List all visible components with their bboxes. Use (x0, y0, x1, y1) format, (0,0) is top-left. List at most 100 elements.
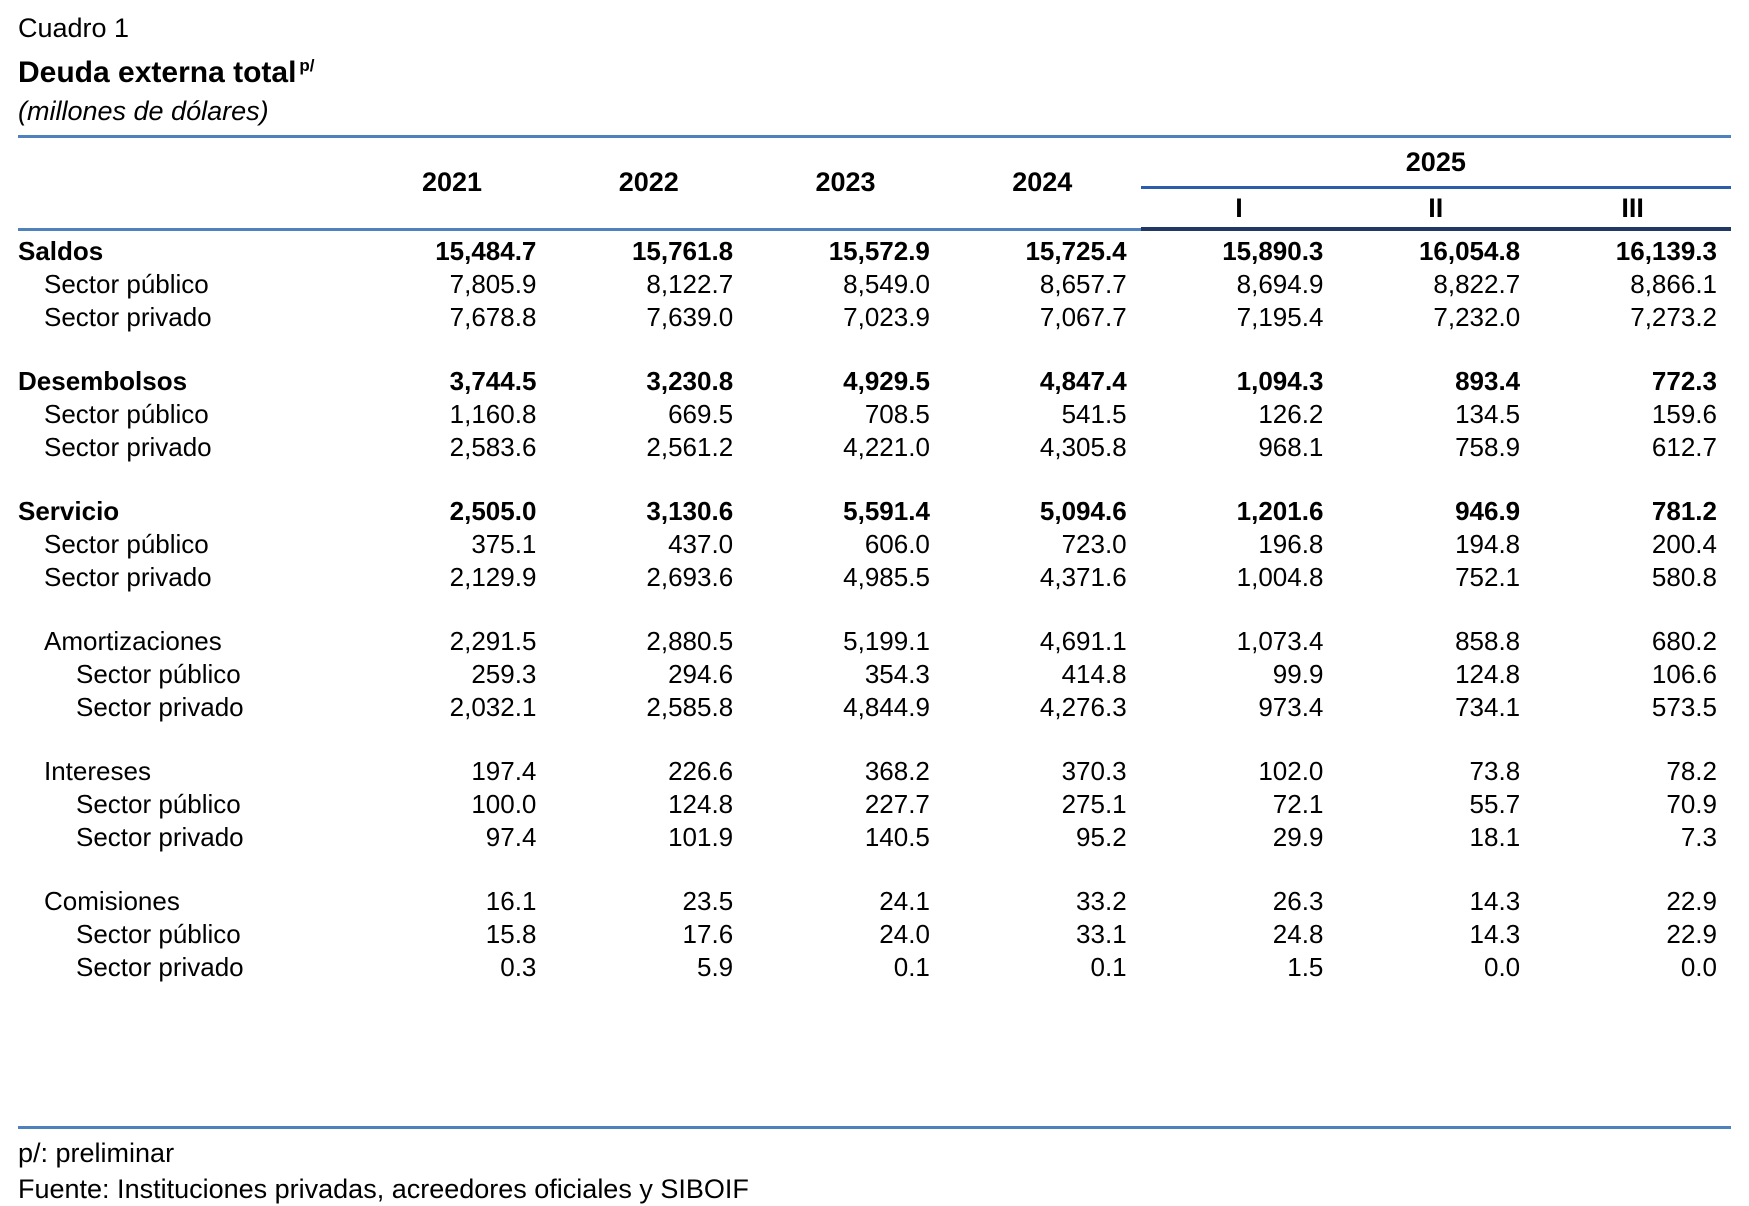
row-label: Sector público (44, 399, 209, 429)
table-row: Sector público 1,160.8 669.5 708.5 541.5… (18, 398, 1731, 431)
spacer-cell (18, 594, 1731, 625)
row-label: Sector privado (44, 562, 212, 592)
value-cell: 4,847.4 (1039, 366, 1127, 396)
value-cell: 15,725.4 (1025, 235, 1127, 266)
table-row: Comisiones 16.1 23.5 24.1 33.2 26.3 14.3… (18, 885, 1731, 918)
value-cell: 106.6 (1651, 659, 1717, 689)
row-label: Sector público (76, 789, 241, 819)
title-block: Cuadro 1 Deuda externa total p/ (millones… (18, 10, 1731, 129)
value-cell: 95.2 (1076, 822, 1127, 852)
value-cell: 0.1 (1090, 952, 1127, 982)
value-cell: 99.9 (1272, 659, 1324, 689)
value-cell: 758.9 (1455, 432, 1521, 462)
column-header-q2: II (1337, 187, 1535, 232)
bottom-divider (18, 1126, 1731, 1129)
value-cell: 16.1 (485, 886, 537, 916)
spacer-row (18, 594, 1731, 625)
value-cell: 7,195.4 (1236, 302, 1324, 332)
table-row: Sector privado 0.3 5.9 0.1 0.1 1.5 0.0 0… (18, 951, 1731, 984)
table-row: Sector público 259.3 294.6 354.3 414.8 9… (18, 658, 1731, 691)
value-cell: 4,305.8 (1039, 432, 1127, 462)
value-cell: 200.4 (1651, 529, 1717, 559)
value-cell: 680.2 (1651, 626, 1717, 656)
value-cell: 541.5 (1061, 399, 1127, 429)
value-cell: 772.3 (1651, 366, 1717, 396)
value-cell: 752.1 (1455, 562, 1521, 592)
value-cell: 368.2 (864, 756, 930, 786)
row-label: Sector privado (44, 302, 212, 332)
value-cell: 2,291.5 (449, 626, 537, 656)
spacer-cell (18, 724, 1731, 755)
value-cell: 2,505.0 (449, 496, 537, 526)
value-cell: 7,023.9 (843, 302, 930, 332)
value-cell: 15.8 (485, 919, 537, 949)
value-cell: 18.1 (1469, 822, 1521, 852)
value-cell: 197.4 (471, 756, 537, 786)
row-label: Comisiones (44, 886, 180, 916)
row-label: Sector público (76, 919, 241, 949)
value-cell: 14.3 (1469, 886, 1521, 916)
table-body: Saldos 15,484.7 15,761.8 15,572.9 15,725… (18, 229, 1731, 984)
value-cell: 16,054.8 (1418, 236, 1521, 266)
value-cell: 33.1 (1076, 919, 1127, 949)
value-cell: 4,929.5 (843, 366, 930, 396)
value-cell: 370.3 (1061, 756, 1127, 786)
value-cell: 573.5 (1651, 692, 1717, 722)
corner-cell (18, 138, 354, 231)
value-cell: 102.0 (1258, 756, 1324, 786)
value-cell: 375.1 (471, 529, 537, 559)
value-cell: 2,032.1 (449, 692, 537, 722)
value-cell: 100.0 (471, 789, 537, 819)
row-label: Sector público (44, 529, 209, 559)
value-cell: 294.6 (668, 659, 734, 689)
value-cell: 2,880.5 (646, 626, 734, 656)
column-header-2021: 2021 (353, 138, 551, 231)
value-cell: 126.2 (1258, 399, 1324, 429)
table-row: Sector público 100.0 124.8 227.7 275.1 7… (18, 788, 1731, 821)
value-cell: 24.8 (1272, 919, 1324, 949)
value-cell: 8,694.9 (1236, 269, 1324, 299)
value-cell: 1,201.6 (1236, 496, 1324, 526)
value-cell: 101.9 (668, 822, 734, 852)
spacer-cell (18, 334, 1731, 365)
value-cell: 2,693.6 (646, 562, 734, 592)
row-label: Sector público (44, 269, 209, 299)
row-label: Intereses (44, 756, 151, 786)
table-row: Sector privado 2,129.9 2,693.6 4,985.5 4… (18, 561, 1731, 594)
spacer-row (18, 724, 1731, 755)
table-row: Intereses 197.4 226.6 368.2 370.3 102.0 … (18, 755, 1731, 788)
value-cell: 0.3 (500, 952, 537, 982)
value-cell: 0.1 (893, 952, 930, 982)
value-cell: 22.9 (1666, 886, 1717, 916)
value-cell: 70.9 (1666, 789, 1717, 819)
footer: p/: preliminar Fuente: Instituciones pri… (18, 1135, 1731, 1206)
value-cell: 16,139.3 (1615, 236, 1717, 266)
value-cell: 3,230.8 (646, 366, 734, 396)
column-group-header-2025: 2025 (1140, 138, 1731, 190)
row-label: Desembolsos (18, 366, 188, 396)
value-cell: 354.3 (864, 659, 930, 689)
value-cell: 1,094.3 (1236, 366, 1324, 396)
value-cell: 5,199.1 (843, 626, 930, 656)
value-cell: 17.6 (682, 919, 734, 949)
value-cell: 973.4 (1258, 692, 1324, 722)
value-cell: 22.9 (1666, 919, 1717, 949)
value-cell: 124.8 (668, 789, 734, 819)
value-cell: 5,094.6 (1039, 496, 1127, 526)
row-label: Amortizaciones (44, 626, 222, 656)
value-cell: 29.9 (1272, 822, 1324, 852)
value-cell: 55.7 (1469, 789, 1521, 819)
value-cell: 946.9 (1455, 496, 1521, 526)
value-cell: 8,657.7 (1039, 269, 1127, 299)
table-row: Sector privado 7,678.8 7,639.0 7,023.9 7… (18, 301, 1731, 334)
value-cell: 72.1 (1272, 789, 1324, 819)
table-header: 2021 2022 2023 2024 2025 I II III (18, 138, 1731, 232)
value-cell: 612.7 (1651, 432, 1717, 462)
value-cell: 4,985.5 (843, 562, 930, 592)
value-cell: 1,073.4 (1236, 626, 1324, 656)
value-cell: 3,130.6 (646, 496, 734, 526)
table-row: Sector privado 2,032.1 2,585.8 4,844.9 4… (18, 691, 1731, 724)
value-cell: 3,744.5 (449, 366, 537, 396)
external-debt-table: 2021 2022 2023 2024 2025 I II III Saldos… (18, 138, 1731, 984)
